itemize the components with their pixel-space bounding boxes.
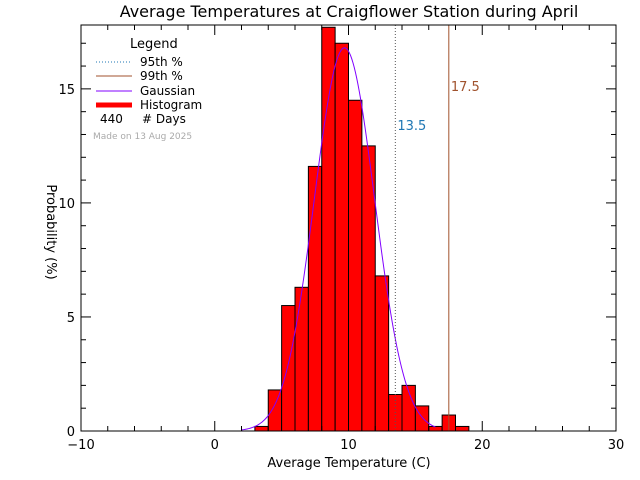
histogram-bar-4 (267, 389, 283, 432)
histogram-bar-7 (307, 165, 323, 432)
chart-title: Average Temperatures at Craigflower Stat… (120, 2, 579, 21)
axis-ticks (80, 25, 617, 432)
gaussian-curve (241, 47, 436, 431)
made-on-note: Made on 13 Aug 2025 (93, 132, 192, 142)
x-tick-label: 20 (474, 438, 491, 453)
gaussian-layer (241, 47, 436, 431)
x-tick-label: 0 (211, 438, 219, 453)
histogram-bar-5 (281, 305, 296, 432)
histogram-bar-8 (321, 26, 336, 432)
x-tick-label: 10 (340, 438, 357, 453)
x-tick-label: 30 (608, 438, 625, 453)
legend-days-value: 440 (100, 112, 123, 126)
histogram-bar-9 (334, 42, 349, 432)
percentile-lines (394, 25, 450, 431)
y-tick-label: 0 (67, 425, 75, 440)
y-tick-label: 10 (58, 197, 75, 212)
x-tick-label: −10 (67, 438, 94, 453)
histogram-bar-10 (348, 99, 363, 432)
legend-title: Legend (130, 37, 178, 52)
legend-label-p99: 99th % (140, 69, 183, 83)
x-axis-label: Average Temperature (C) (267, 456, 430, 471)
legend-label-histogram: Histogram (140, 98, 202, 112)
legend: Legend 95th % 99th % Gaussian Histogram … (93, 37, 202, 142)
histogram-bars (254, 26, 470, 432)
legend-label-p95: 95th % (140, 55, 183, 69)
histogram-bar-6 (294, 286, 309, 432)
legend-label-gaussian: Gaussian (140, 84, 195, 98)
y-tick-label: 15 (58, 83, 75, 98)
histogram-bar-3 (254, 425, 269, 432)
y-axis-label: Probability (%) (43, 184, 58, 279)
y-tick-label: 5 (67, 311, 75, 326)
histogram-bar-16 (428, 425, 443, 432)
p95-value-label: 13.5 (397, 119, 426, 134)
p99-value-label: 17.5 (451, 80, 480, 95)
histogram-bar-12 (374, 275, 390, 432)
histogram-bar-18 (455, 425, 470, 432)
legend-days-label: # Days (142, 112, 186, 126)
